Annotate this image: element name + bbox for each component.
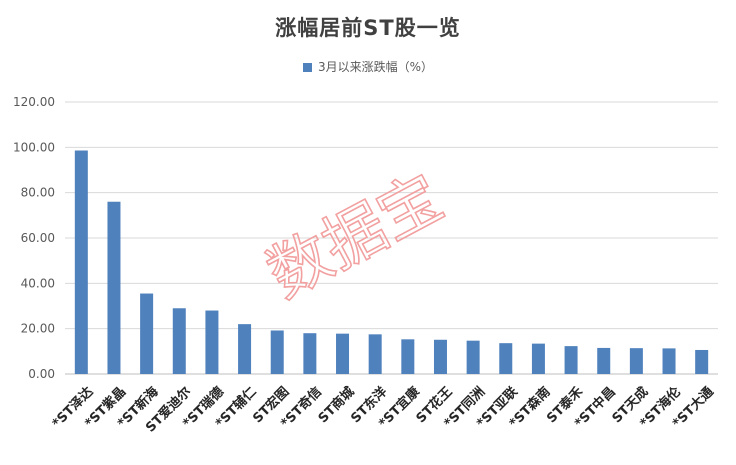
bar bbox=[401, 339, 415, 374]
bar bbox=[564, 346, 578, 374]
bar bbox=[303, 333, 317, 374]
bars bbox=[74, 150, 709, 374]
y-tick-label: 40.00 bbox=[21, 276, 55, 290]
y-tick-label: 0.00 bbox=[28, 367, 55, 381]
legend-swatch bbox=[302, 63, 312, 72]
y-tick-label: 80.00 bbox=[21, 186, 55, 200]
bar bbox=[531, 343, 545, 374]
y-tick-label: 20.00 bbox=[21, 322, 55, 336]
bar bbox=[662, 348, 676, 374]
bar bbox=[74, 150, 88, 374]
bar bbox=[336, 333, 350, 374]
bar bbox=[107, 201, 121, 374]
bar bbox=[205, 310, 219, 374]
watermark: 数据宝 bbox=[256, 160, 455, 312]
bar bbox=[499, 343, 513, 374]
chart-title: 涨幅居前ST股一览 bbox=[275, 16, 461, 40]
x-axis: *ST泽达*ST紫晶*ST新海ST爱迪尔*ST瑞德*ST辅仁ST宏图*ST奇信S… bbox=[49, 383, 717, 435]
y-tick-label: 100.00 bbox=[13, 140, 55, 154]
legend-label: 3月以来涨跌幅（%） bbox=[317, 60, 434, 74]
bar bbox=[597, 347, 611, 374]
y-axis: 0.00 20.00 40.00 60.00 80.00 100.00 120.00 bbox=[13, 95, 55, 381]
legend: 3月以来涨跌幅（%） bbox=[0, 58, 736, 75]
bar bbox=[172, 308, 186, 374]
bar bbox=[466, 340, 480, 374]
bar bbox=[433, 339, 447, 374]
y-tick-label: 120.00 bbox=[13, 95, 55, 109]
bar bbox=[368, 334, 382, 374]
bar bbox=[140, 293, 154, 374]
bar bbox=[695, 349, 709, 374]
bar bbox=[270, 330, 284, 374]
bar bbox=[629, 348, 643, 374]
y-tick-label: 60.00 bbox=[21, 231, 55, 245]
bar bbox=[238, 324, 252, 374]
